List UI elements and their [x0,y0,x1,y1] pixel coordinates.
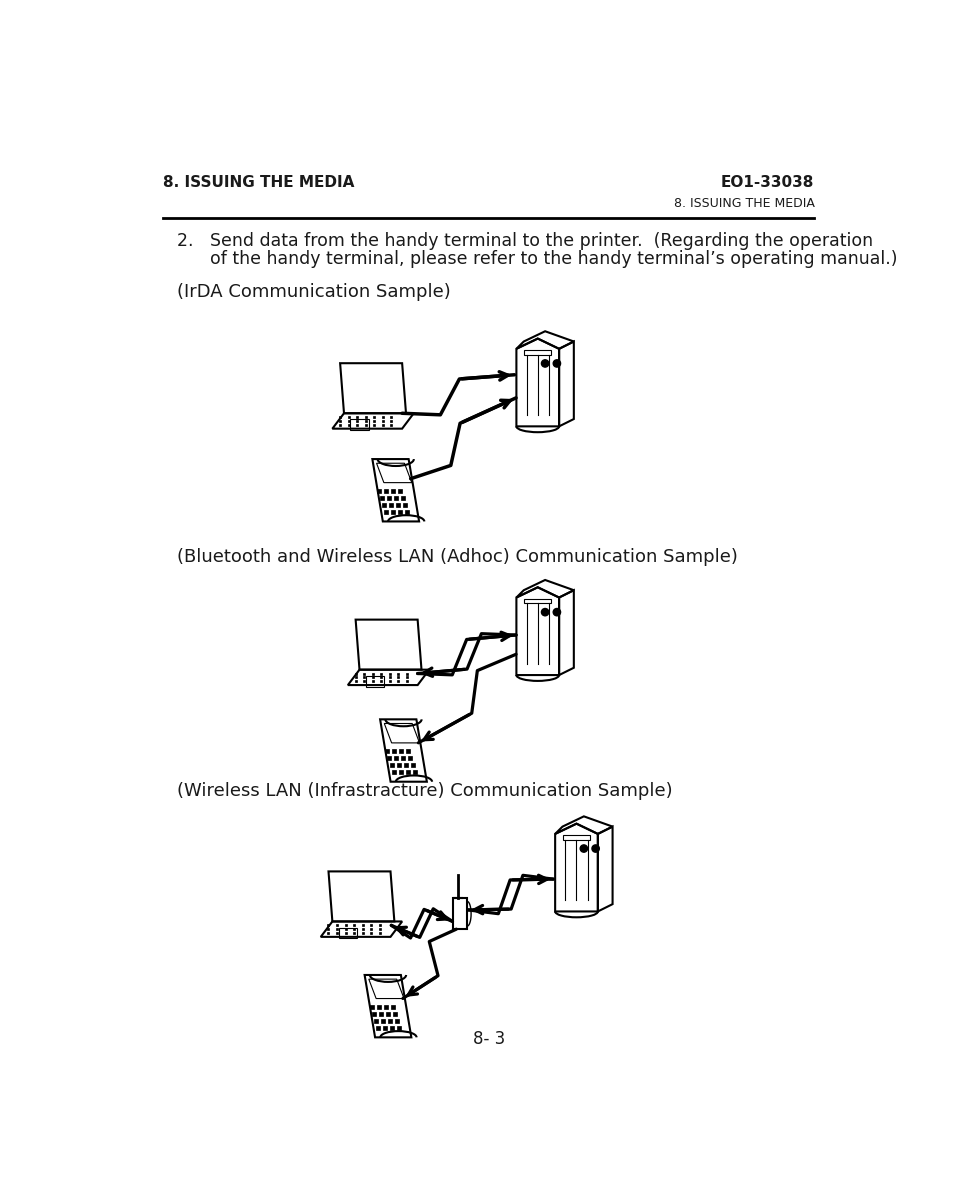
Circle shape [553,359,560,367]
Circle shape [541,359,548,367]
Text: 8. ISSUING THE MEDIA: 8. ISSUING THE MEDIA [163,175,355,189]
Bar [524,599,551,604]
Bar [524,350,551,355]
Bar [562,835,589,840]
Bar [350,419,369,430]
Circle shape [592,845,598,852]
Bar [365,676,384,686]
Text: (Bluetooth and Wireless LAN (Adhoc) Communication Sample): (Bluetooth and Wireless LAN (Adhoc) Comm… [177,549,738,567]
Bar [453,898,467,930]
Circle shape [579,845,587,852]
Bar [338,927,356,938]
Text: 2.   Send data from the handy terminal to the printer.  (Regarding the operation: 2. Send data from the handy terminal to … [177,231,873,249]
Text: (IrDA Communication Sample): (IrDA Communication Sample) [177,284,451,302]
Text: (Wireless LAN (Infrastracture) Communication Sample): (Wireless LAN (Infrastracture) Communica… [177,781,672,799]
Text: of the handy terminal, please refer to the handy terminal’s operating manual.): of the handy terminal, please refer to t… [177,250,897,268]
Circle shape [541,609,548,616]
Text: 8. ISSUING THE MEDIA: 8. ISSUING THE MEDIA [673,198,814,211]
Text: EO1-33038: EO1-33038 [720,175,814,189]
Text: 8- 3: 8- 3 [473,1030,504,1048]
Circle shape [553,609,560,616]
